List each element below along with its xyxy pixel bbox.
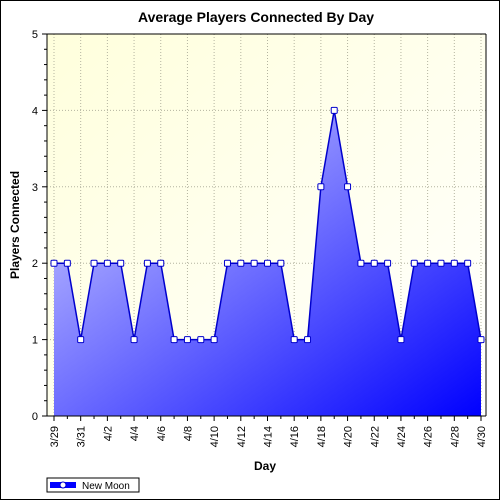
data-point [157, 259, 165, 267]
data-point [477, 336, 485, 344]
data-point [290, 336, 298, 344]
data-point [264, 259, 271, 267]
data-point [250, 259, 258, 267]
y-tick-label: 5 [32, 29, 38, 41]
legend: New Moon [46, 477, 140, 493]
data-point [117, 259, 125, 267]
series-markers [50, 106, 485, 344]
y-tick-label: 4 [32, 105, 38, 117]
data-point [464, 259, 472, 267]
x-tick-label: 4/6 [156, 426, 168, 441]
x-tick-label: 4/24 [396, 426, 408, 447]
data-point [130, 336, 138, 344]
x-tick-label: 4/18 [316, 426, 328, 447]
data-point [223, 259, 231, 267]
x-tick-label: 4/8 [182, 426, 194, 441]
data-point [183, 336, 191, 344]
data-point [277, 259, 285, 267]
x-tick-label: 4/30 [476, 426, 488, 447]
y-tick-label: 1 [32, 335, 38, 347]
data-point [170, 336, 178, 344]
y-tick-label: 2 [32, 258, 38, 270]
data-point [210, 336, 218, 344]
data-point [397, 336, 405, 344]
y-tick-label: 0 [32, 411, 38, 423]
data-point [237, 259, 245, 267]
data-point [330, 106, 338, 114]
data-point [143, 259, 151, 267]
data-point [317, 183, 325, 191]
data-point [370, 259, 378, 267]
y-tick-labels: 0 1 2 3 4 5 [32, 29, 38, 423]
y-tick-label: 3 [32, 182, 38, 194]
data-point [103, 259, 111, 267]
x-tick-label: 4/28 [449, 426, 461, 447]
x-axis-title: Day [254, 459, 276, 473]
data-point [50, 259, 58, 267]
data-point [304, 336, 312, 344]
x-tick-label: 4/12 [236, 426, 248, 447]
data-point [63, 259, 71, 267]
data-point [344, 183, 352, 191]
y-axis-title: Players Connected [8, 171, 22, 279]
x-tick-label: 4/20 [343, 426, 355, 447]
x-tick-label: 3/31 [76, 426, 88, 447]
data-point [384, 259, 392, 267]
data-point [357, 259, 365, 267]
data-point [424, 259, 432, 267]
data-point [90, 259, 98, 267]
x-tick-labels: 3/29 3/31 4/2 4/4 4/6 4/8 4/10 4/12 4/14 4/16 4/18… [49, 426, 488, 447]
x-tick-label: 3/29 [49, 426, 61, 447]
legend-marker [59, 481, 67, 489]
data-point [450, 259, 458, 267]
chart-title: Average Players Connected By Day [138, 9, 374, 25]
axes [42, 33, 487, 421]
x-tick-label: 4/4 [129, 426, 141, 441]
data-point [437, 259, 445, 267]
data-point [77, 336, 85, 344]
x-tick-label: 4/2 [102, 426, 114, 441]
x-tick-label: 4/22 [369, 426, 381, 447]
x-tick-label: 4/14 [263, 426, 275, 447]
data-point [197, 336, 205, 344]
legend-box [46, 477, 140, 493]
data-point [410, 259, 418, 267]
x-tick-label: 4/10 [209, 426, 221, 447]
legend-label: New Moon [82, 481, 130, 492]
x-tick-label: 4/26 [423, 426, 435, 447]
x-tick-label: 4/16 [289, 426, 301, 447]
